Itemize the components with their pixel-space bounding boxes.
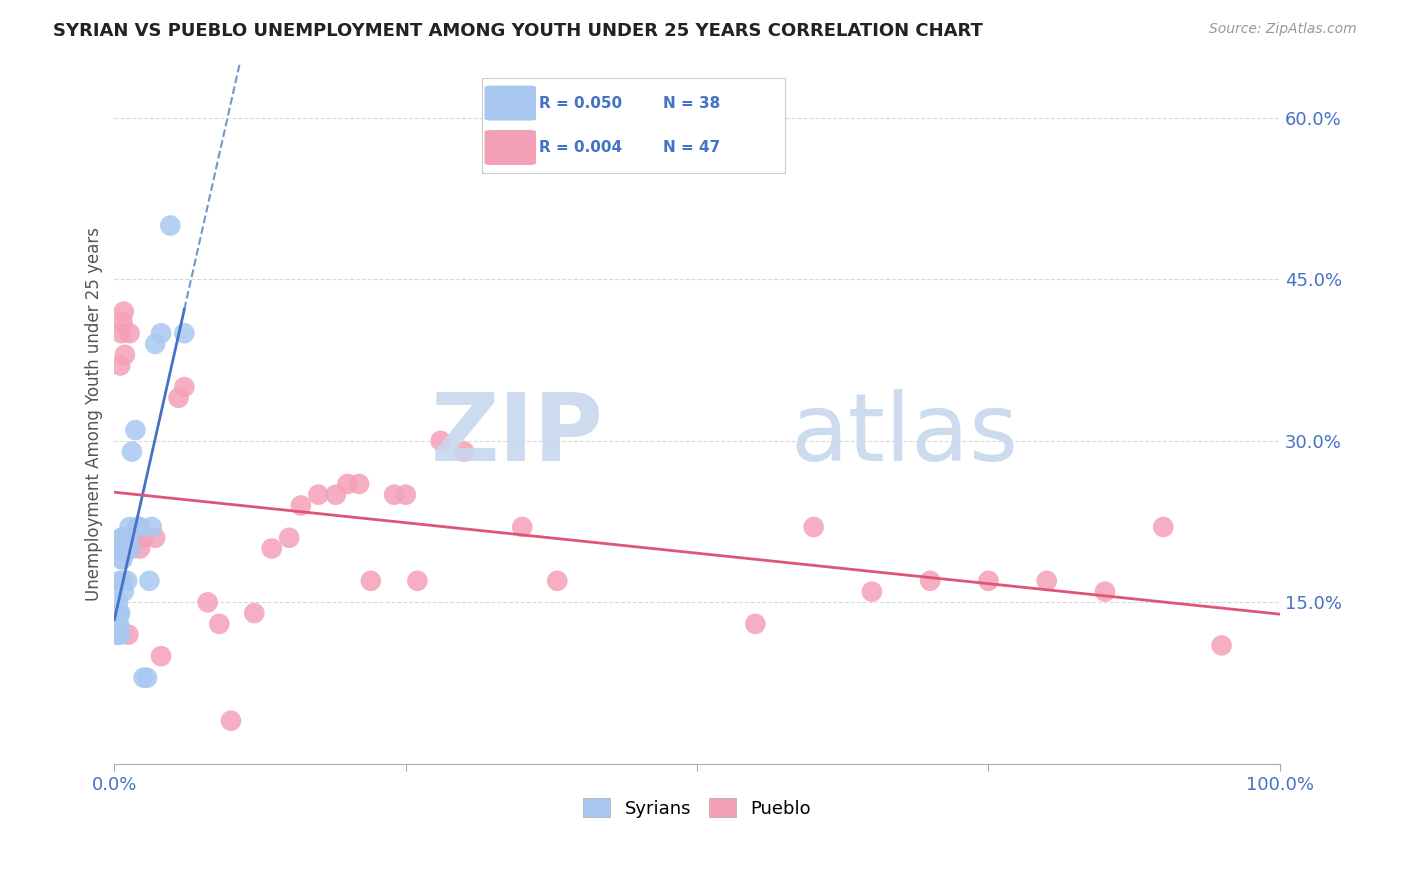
Point: [124, 423, 146, 437]
Point: [110, 552, 132, 566]
Point: [108, 606, 131, 620]
Point: [114, 541, 136, 556]
Point: [382, 488, 405, 502]
Point: [112, 584, 135, 599]
Y-axis label: Unemployment Among Youth under 25 years: Unemployment Among Youth under 25 years: [86, 227, 103, 601]
Point: [117, 627, 139, 641]
Point: [150, 649, 173, 664]
Point: [111, 531, 134, 545]
Text: atlas: atlas: [790, 389, 1018, 481]
Point: [173, 326, 195, 341]
Point: [107, 627, 129, 641]
Point: [360, 574, 382, 588]
Point: [118, 520, 141, 534]
Point: [977, 574, 1000, 588]
Point: [112, 304, 135, 318]
Point: [510, 520, 533, 534]
Point: [129, 541, 152, 556]
Legend: Syrians, Pueblo: Syrians, Pueblo: [576, 791, 818, 825]
Point: [120, 541, 142, 556]
Point: [110, 574, 132, 588]
Point: [347, 477, 370, 491]
Point: [132, 531, 155, 545]
Point: [110, 531, 132, 545]
Point: [121, 541, 143, 556]
Point: [111, 574, 134, 588]
Point: [132, 671, 155, 685]
Point: [744, 616, 766, 631]
Point: [429, 434, 451, 448]
Point: [325, 488, 347, 502]
Point: [243, 606, 266, 620]
Point: [117, 531, 139, 545]
Point: [118, 326, 141, 341]
Point: [1035, 574, 1057, 588]
Point: [167, 391, 190, 405]
Point: [1094, 584, 1116, 599]
Point: [307, 488, 329, 502]
Point: [115, 541, 138, 556]
Point: [395, 488, 418, 502]
Point: [546, 574, 568, 588]
Point: [336, 477, 359, 491]
Point: [107, 595, 129, 609]
Point: [108, 627, 131, 641]
Point: [138, 574, 160, 588]
Point: [219, 714, 242, 728]
Point: [105, 627, 128, 641]
Point: [1152, 520, 1174, 534]
Point: [260, 541, 283, 556]
Point: [114, 348, 136, 362]
Point: [197, 595, 219, 609]
Point: [278, 531, 301, 545]
Point: [105, 616, 128, 631]
Point: [115, 531, 138, 545]
Point: [110, 606, 132, 620]
Point: [121, 444, 143, 458]
Point: [290, 499, 312, 513]
Point: [110, 359, 132, 373]
Point: [110, 541, 132, 556]
Text: Source: ZipAtlas.com: Source: ZipAtlas.com: [1209, 22, 1357, 37]
Point: [803, 520, 825, 534]
Point: [111, 315, 134, 329]
Point: [105, 606, 128, 620]
Point: [173, 380, 195, 394]
Point: [159, 219, 181, 233]
Point: [406, 574, 429, 588]
Point: [111, 552, 134, 566]
Point: [127, 520, 149, 534]
Point: [122, 531, 145, 545]
Point: [208, 616, 231, 631]
Point: [129, 520, 152, 534]
Point: [1211, 639, 1233, 653]
Point: [136, 671, 159, 685]
Point: [127, 520, 149, 534]
Point: [141, 520, 163, 534]
Point: [143, 531, 166, 545]
Point: [112, 541, 135, 556]
Point: [115, 541, 138, 556]
Text: ZIP: ZIP: [432, 389, 603, 481]
Point: [860, 584, 883, 599]
Point: [150, 326, 173, 341]
Point: [107, 541, 129, 556]
Point: [108, 616, 131, 631]
Text: SYRIAN VS PUEBLO UNEMPLOYMENT AMONG YOUTH UNDER 25 YEARS CORRELATION CHART: SYRIAN VS PUEBLO UNEMPLOYMENT AMONG YOUT…: [53, 22, 983, 40]
Point: [110, 627, 132, 641]
Point: [143, 337, 166, 351]
Point: [920, 574, 942, 588]
Point: [115, 574, 138, 588]
Point: [112, 531, 135, 545]
Point: [110, 326, 132, 341]
Point: [453, 444, 475, 458]
